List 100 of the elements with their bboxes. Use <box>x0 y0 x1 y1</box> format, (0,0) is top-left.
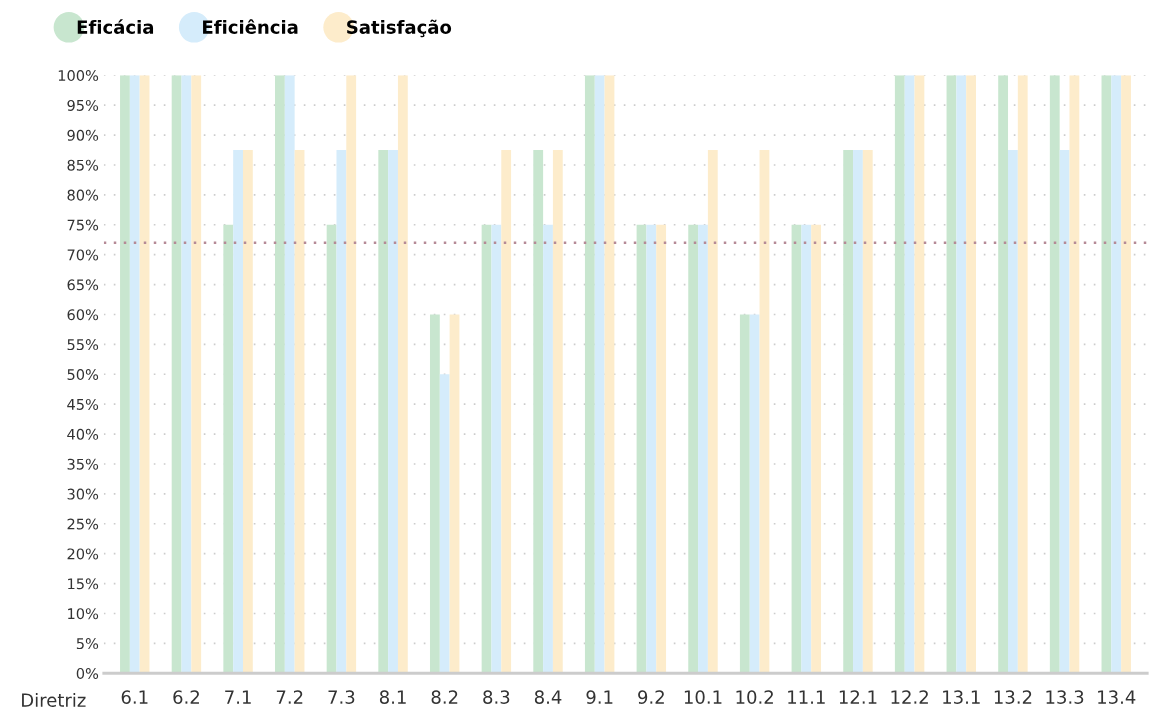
y-tick-label: 95% <box>67 99 99 111</box>
y-tick-label: 70% <box>67 249 99 261</box>
bar <box>171 75 182 674</box>
bar <box>139 75 150 674</box>
bar <box>346 75 357 674</box>
bar <box>275 75 285 674</box>
bar <box>1017 75 1028 674</box>
y-tick-label: 20% <box>67 548 99 560</box>
y-tick-label: 90% <box>67 129 99 141</box>
bar <box>904 75 915 674</box>
bar <box>397 75 408 674</box>
bar <box>378 150 389 674</box>
bar <box>646 224 657 674</box>
bar <box>604 75 615 674</box>
y-tick-label: 10% <box>68 608 99 620</box>
bar <box>998 75 1009 674</box>
bar <box>811 224 822 674</box>
legend-label: Eficiência <box>203 19 298 34</box>
y-tick-label: 35% <box>67 458 99 470</box>
x-tick-label: 8.1 <box>379 690 406 704</box>
x-tick-label: 9.2 <box>638 690 664 704</box>
y-tick-label: 55% <box>67 339 99 351</box>
bar <box>1059 150 1070 674</box>
bar <box>956 75 967 674</box>
y-tick-label: 60% <box>67 309 99 321</box>
bar <box>843 150 854 674</box>
bar <box>594 75 605 674</box>
y-tick-label: 15% <box>68 578 99 590</box>
bar <box>294 150 305 674</box>
bar <box>636 224 647 674</box>
bar <box>894 75 905 674</box>
x-tick-label: 12.1 <box>839 690 877 704</box>
x-tick-label: 13.2 <box>994 690 1032 704</box>
x-tick-label: 9.1 <box>586 690 613 704</box>
bar <box>501 150 512 674</box>
bar <box>1069 75 1080 674</box>
x-tick-label: 13.3 <box>1046 690 1084 704</box>
bar <box>801 224 812 674</box>
x-tick-label: 8.4 <box>534 690 562 704</box>
x-tick-label: 12.2 <box>891 690 928 704</box>
y-tick-label: 25% <box>67 518 99 530</box>
bar <box>191 75 202 674</box>
x-tick-label: 10.2 <box>736 690 773 704</box>
legend-label: Eficácia <box>77 19 154 34</box>
bar <box>759 150 770 674</box>
y-tick-label: 65% <box>67 279 99 291</box>
bar <box>481 224 492 674</box>
y-tick-label: 45% <box>67 398 99 410</box>
bar <box>120 75 130 674</box>
bar <box>1101 75 1112 674</box>
x-tick-label: 7.3 <box>328 690 355 704</box>
x-tick-label: 13.4 <box>1098 690 1136 704</box>
x-tick-label: 7.2 <box>276 690 303 704</box>
bar <box>688 224 699 674</box>
bar <box>388 150 398 674</box>
y-tick-label: 5% <box>76 638 99 650</box>
y-tick-label: 50% <box>67 368 99 381</box>
bar <box>491 224 502 674</box>
bar <box>1121 75 1131 674</box>
x-tick-label: 7.1 <box>225 690 251 704</box>
y-tick-label: 30% <box>67 488 99 500</box>
bar <box>584 75 595 674</box>
bar <box>429 314 440 674</box>
x-tick-label: 6.1 <box>121 690 148 704</box>
bar <box>1111 75 1122 674</box>
bar <box>862 150 873 674</box>
y-tick-label: 100% <box>58 70 99 82</box>
legend-label: Satisfação <box>347 19 452 38</box>
bar <box>326 224 337 674</box>
y-tick-label: 75% <box>67 219 99 231</box>
bar <box>129 75 140 674</box>
bar <box>853 150 863 674</box>
x-tick-label: 8.2 <box>431 690 458 704</box>
bar <box>1049 75 1060 674</box>
bar <box>1008 150 1018 674</box>
x-tick-label: 13.1 <box>943 690 980 704</box>
bar <box>791 224 802 674</box>
bar <box>656 224 667 674</box>
bar <box>284 75 295 674</box>
y-tick-label: 85% <box>67 159 99 171</box>
bar <box>223 224 234 674</box>
bar <box>439 374 450 674</box>
bar <box>552 150 563 674</box>
bar <box>242 150 253 674</box>
x-tick-label: 8.3 <box>483 690 510 704</box>
y-tick-label: 80% <box>67 189 99 201</box>
bar <box>739 314 750 674</box>
x-axis-title: Diretriz <box>22 693 86 707</box>
y-tick-label: 40% <box>67 428 99 440</box>
bar <box>533 150 544 674</box>
x-tick-label: 10.1 <box>684 690 722 704</box>
bar <box>698 224 708 674</box>
bar <box>449 314 460 674</box>
bar <box>966 75 976 674</box>
x-tick-label: 6.2 <box>173 690 199 704</box>
bar <box>181 75 192 674</box>
y-tick-label: 0% <box>76 667 99 680</box>
bar <box>233 150 243 674</box>
bar <box>946 75 957 674</box>
bar <box>749 314 760 674</box>
